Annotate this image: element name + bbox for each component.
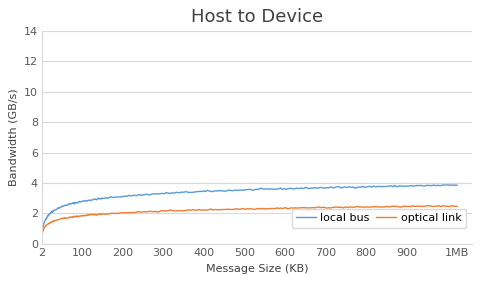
X-axis label: Message Size (KB): Message Size (KB) (205, 264, 308, 274)
optical link (440, 204, 445, 207)
optical link (287, 207, 292, 210)
optical link (352, 205, 358, 209)
optical link (384, 205, 390, 208)
Title: Host to Device: Host to Device (191, 8, 323, 26)
local bus (39, 232, 45, 235)
local bus (352, 187, 358, 190)
local bus (384, 185, 390, 188)
local bus (454, 184, 460, 187)
local bus (180, 191, 185, 194)
Line: optical link: optical link (42, 206, 457, 234)
local bus (445, 183, 451, 186)
optical link (294, 206, 300, 210)
Line: local bus: local bus (42, 185, 457, 234)
Y-axis label: Bandwidth (GB/s): Bandwidth (GB/s) (8, 89, 18, 186)
optical link (39, 232, 45, 236)
optical link (454, 205, 460, 208)
optical link (180, 209, 185, 213)
Legend: local bus, optical link: local bus, optical link (291, 209, 466, 228)
local bus (294, 186, 300, 190)
local bus (287, 186, 292, 190)
optical link (54, 218, 60, 222)
local bus (54, 207, 60, 211)
